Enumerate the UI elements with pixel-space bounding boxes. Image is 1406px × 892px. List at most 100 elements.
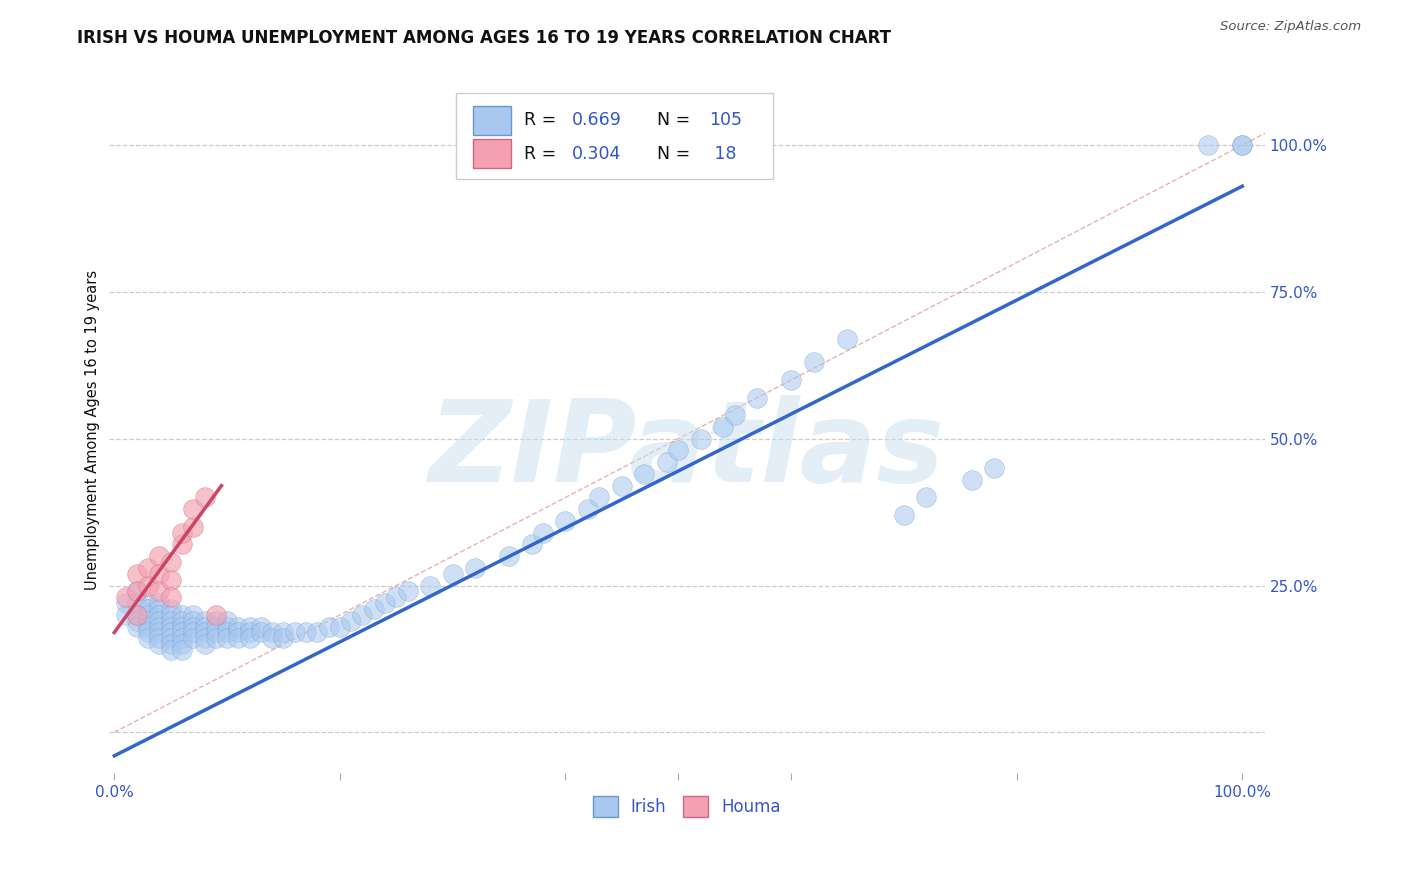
Point [554, 514, 576, 528]
Point [374, 596, 396, 610]
Point [136, 632, 159, 646]
Point [193, 637, 215, 651]
Point [136, 602, 159, 616]
Point [576, 502, 599, 516]
Point [273, 632, 295, 646]
Point [250, 625, 273, 640]
Point [170, 643, 193, 657]
Point [136, 607, 159, 622]
Point [181, 607, 204, 622]
Point [915, 491, 938, 505]
Point [1198, 138, 1220, 153]
Point [125, 584, 148, 599]
Text: Source: ZipAtlas.com: Source: ZipAtlas.com [1220, 20, 1361, 33]
Point [159, 591, 181, 605]
Point [136, 578, 159, 592]
Point [204, 632, 226, 646]
Point [125, 614, 148, 628]
Point [125, 596, 148, 610]
Point [181, 632, 204, 646]
Point [125, 607, 148, 622]
Point [780, 373, 803, 387]
Point [396, 584, 419, 599]
Point [193, 614, 215, 628]
Point [159, 637, 181, 651]
Point [148, 619, 170, 633]
Legend: Irish, Houma: Irish, Houma [586, 789, 787, 823]
Point [170, 537, 193, 551]
Point [520, 537, 543, 551]
Point [204, 614, 226, 628]
Point [262, 632, 284, 646]
Point [295, 625, 318, 640]
Point [136, 625, 159, 640]
Point [148, 566, 170, 581]
Point [136, 561, 159, 575]
Text: IRISH VS HOUMA UNEMPLOYMENT AMONG AGES 16 TO 19 YEARS CORRELATION CHART: IRISH VS HOUMA UNEMPLOYMENT AMONG AGES 1… [77, 29, 891, 47]
Point [329, 619, 352, 633]
Text: 0.304: 0.304 [572, 145, 621, 162]
Point [284, 625, 307, 640]
Point [228, 625, 250, 640]
Point [633, 467, 655, 481]
Point [228, 619, 250, 633]
Point [893, 508, 915, 522]
Point [239, 625, 262, 640]
Point [148, 596, 170, 610]
Point [307, 625, 329, 640]
Point [170, 614, 193, 628]
Point [159, 632, 181, 646]
Bar [472, 139, 510, 168]
Point [170, 637, 193, 651]
Point [148, 625, 170, 640]
Point [193, 632, 215, 646]
Point [159, 643, 181, 657]
Point [803, 355, 825, 369]
Point [159, 555, 181, 569]
Point [181, 614, 204, 628]
Point [217, 632, 239, 646]
Point [125, 584, 148, 599]
Point [148, 632, 170, 646]
Point [125, 607, 148, 622]
Point [352, 607, 374, 622]
Point [498, 549, 520, 563]
Point [159, 607, 181, 622]
Point [262, 625, 284, 640]
Point [170, 625, 193, 640]
Point [655, 455, 678, 469]
Point [159, 573, 181, 587]
Point [159, 602, 181, 616]
Point [217, 619, 239, 633]
Point [148, 607, 170, 622]
Text: ZIPatlas: ZIPatlas [429, 395, 945, 506]
Point [159, 625, 181, 640]
Point [114, 607, 136, 622]
Point [204, 619, 226, 633]
Point [181, 502, 204, 516]
Point [136, 596, 159, 610]
Point [204, 625, 226, 640]
Point [181, 520, 204, 534]
Point [170, 619, 193, 633]
Point [273, 625, 295, 640]
Point [666, 443, 689, 458]
Point [159, 619, 181, 633]
Point [136, 619, 159, 633]
Point [689, 432, 711, 446]
Point [363, 602, 385, 616]
Text: 105: 105 [709, 112, 742, 129]
Point [114, 591, 136, 605]
Y-axis label: Unemployment Among Ages 16 to 19 years: Unemployment Among Ages 16 to 19 years [86, 270, 100, 590]
Point [217, 625, 239, 640]
Point [239, 619, 262, 633]
Text: N =: N = [657, 145, 696, 162]
Point [148, 614, 170, 628]
Point [148, 549, 170, 563]
Point [204, 607, 226, 622]
Point [159, 614, 181, 628]
Point [747, 391, 769, 405]
Point [181, 625, 204, 640]
Point [419, 578, 441, 592]
Point [385, 591, 408, 605]
